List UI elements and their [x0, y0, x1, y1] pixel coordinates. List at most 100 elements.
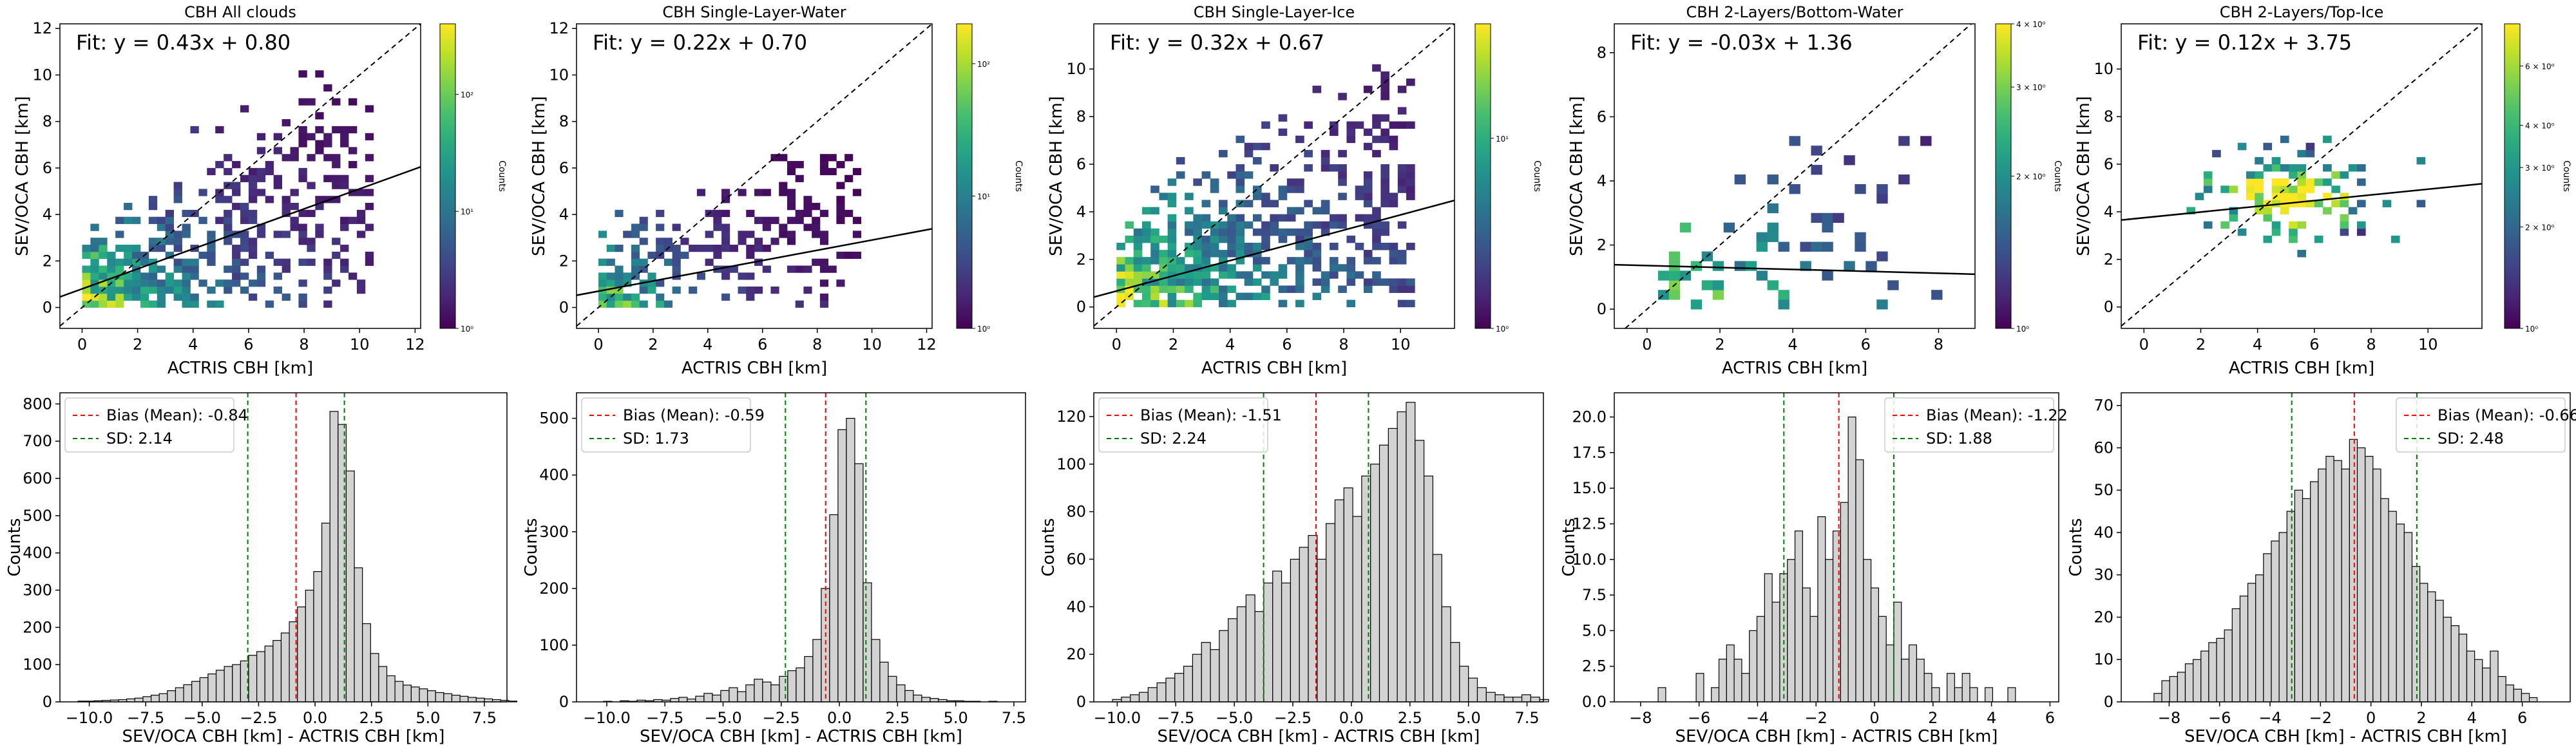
x-tick-label: 2 [1715, 335, 1724, 354]
panel-title: CBH All clouds [184, 3, 296, 21]
density-cell [606, 300, 615, 308]
y-tick-label: 70 [2094, 397, 2113, 415]
density-cell [1141, 271, 1151, 279]
x-tick-label: 8 [2366, 335, 2376, 354]
density-cell [107, 272, 116, 280]
density-cell [1210, 185, 1219, 193]
density-cell [1141, 264, 1151, 272]
density-cell [721, 293, 730, 301]
density-cell [332, 126, 341, 134]
density-cell [1372, 114, 1381, 122]
x-axis-label: SEV/OCA CBH [km] - ACTRIS CBH [km] [122, 727, 445, 745]
density-cell [224, 154, 233, 162]
density-cell [1176, 285, 1185, 293]
density-cell [182, 279, 191, 287]
density-cell [140, 272, 149, 280]
density-cell [1193, 221, 1202, 229]
colorbar: 10⁰ 2 × 10⁰ 3 × 10⁰ 4 × 10⁰ Counts [1995, 20, 2063, 334]
histogram-bar [2450, 625, 2459, 703]
density-cell [1286, 257, 1296, 265]
x-tick-label: 8 [1339, 335, 1348, 354]
scatter-density-panel: CBH 2-Layers/Top-Ice Fit: y = 0.12x + 3.7… [2074, 3, 2571, 378]
density-cell [298, 223, 307, 231]
x-tick-label: 2 [2196, 335, 2206, 354]
density-cell [1789, 136, 1800, 146]
density-cell [647, 272, 656, 280]
density-cell [1380, 71, 1389, 79]
density-cell [124, 245, 133, 252]
density-cell [1712, 290, 1724, 300]
density-cell [1193, 178, 1202, 186]
histogram-bar [2372, 468, 2381, 703]
density-cell [298, 98, 307, 106]
density-cell [248, 174, 258, 182]
density-cell [1167, 235, 1177, 243]
density-cell [1133, 271, 1143, 279]
density-cell [1397, 107, 1407, 115]
histogram-bar [403, 684, 412, 703]
density-cell [1833, 212, 1844, 223]
density-cell [165, 279, 175, 287]
histogram-bar [2388, 511, 2397, 703]
density-cell [232, 251, 241, 259]
density-cell [232, 279, 241, 287]
histogram-bar [921, 697, 931, 703]
y-tick-label: 300 [539, 523, 569, 541]
density-cell [1159, 250, 1169, 258]
density-cell [298, 258, 307, 266]
y-tick-label: 100 [539, 636, 569, 654]
histogram-panel: −8 −6 −4 −2 0 2 4 6 0.0 2.5 5.0 7.5 10.0 12.5 15.0 17.5… [1560, 392, 2068, 745]
density-cell [819, 265, 829, 273]
histogram-bar [256, 651, 265, 703]
density-cell [2323, 207, 2332, 215]
density-cell [1887, 280, 1899, 290]
density-cell [232, 189, 241, 196]
density-cell [762, 265, 771, 273]
y-tick-label: 12 [549, 19, 569, 37]
density-cell [224, 216, 233, 224]
density-cell [713, 251, 722, 259]
histogram-bar [904, 690, 914, 703]
histogram-bar [329, 411, 339, 703]
histogram-bar [1174, 673, 1185, 703]
density-cell [754, 258, 763, 266]
density-cell [1261, 121, 1270, 129]
colorbar-tick-label: 10⁰ [2016, 325, 2029, 334]
axes-frame [576, 23, 933, 329]
colorbar-tick-label: 2 × 10⁰ [2016, 173, 2046, 182]
density-cell [190, 265, 199, 273]
legend: Bias (Mean): -0.84 SD: 2.14 [64, 397, 248, 453]
y-tick-label: 10 [2094, 650, 2113, 668]
density-cell [721, 238, 730, 245]
density-cell [2314, 178, 2323, 186]
density-cell [1125, 221, 1134, 229]
density-cell [157, 245, 166, 252]
density-cell [2237, 228, 2247, 236]
density-cell [148, 258, 158, 266]
histogram-bar [1946, 673, 1955, 703]
density-cell [779, 189, 788, 196]
x-tick-label: −8 [2158, 709, 2180, 727]
density-cell [795, 209, 804, 218]
density-cell [2271, 221, 2281, 229]
density-cell [1133, 235, 1143, 243]
scatter-density-panel: CBH Single-Layer-Ice Fit: y = 0.32x + 0.6… [1047, 3, 1542, 378]
density-cell [746, 293, 755, 301]
density-cell [1125, 235, 1134, 243]
density-cell [721, 245, 730, 252]
y-tick-label: 10 [32, 66, 52, 84]
density-cell [1329, 221, 1339, 229]
density-cell [1321, 149, 1330, 158]
density-cell [1712, 261, 1724, 271]
density-cell [795, 216, 804, 224]
density-cell [787, 161, 796, 169]
histogram-bar [2263, 553, 2272, 703]
density-cell [836, 182, 845, 189]
density-cell [1363, 128, 1373, 137]
density-cell [365, 258, 374, 266]
density-cell [2356, 221, 2366, 229]
density-cell [795, 300, 804, 308]
x-tick-label: 0 [2366, 709, 2376, 727]
density-cell [290, 154, 299, 162]
histogram-bar [1156, 682, 1167, 703]
